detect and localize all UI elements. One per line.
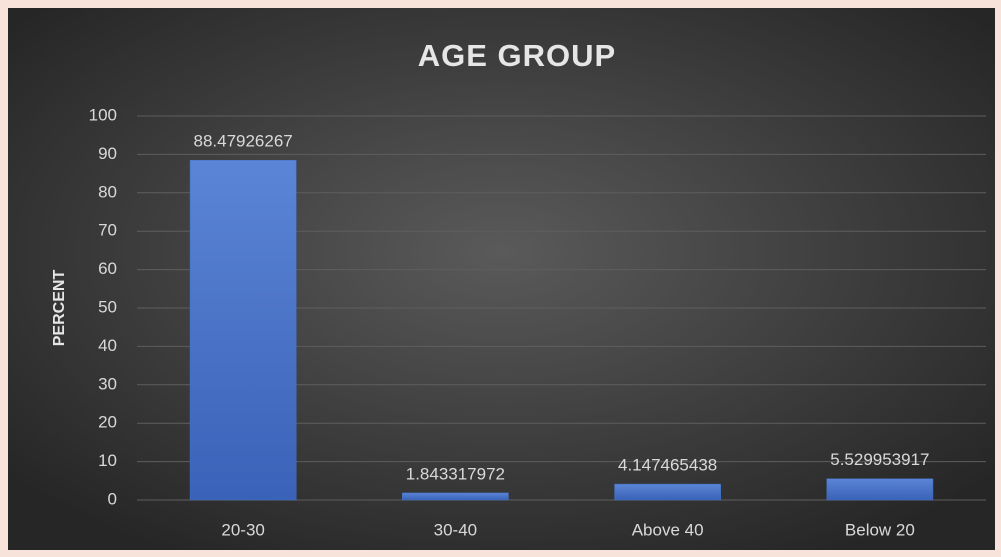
bar [402,492,509,501]
y-tick-label: 90 [98,144,117,163]
y-tick-label: 30 [98,374,117,393]
y-tick-label: 0 [108,489,117,508]
y-tick-label: 80 [98,182,117,201]
data-label: 88.47926267 [193,132,292,151]
x-tick-label: 30-40 [434,520,477,539]
chart-title: AGE GROUP [418,38,616,73]
bar [614,483,721,501]
bar [826,478,934,501]
x-tick-label: Below 20 [845,520,915,539]
y-tick-label: 50 [98,297,117,316]
x-tick-label: 20-30 [221,520,264,539]
data-label: 1.843317972 [406,464,505,483]
data-label: 5.529953917 [830,450,929,469]
y-tick-label: 40 [98,336,117,355]
y-tick-label: 100 [89,105,117,124]
y-tick-label: 10 [98,451,117,470]
chart-background [8,8,995,550]
data-label: 4.147465438 [618,456,717,475]
y-axis-label: PERCENT [51,270,68,347]
y-tick-label: 60 [98,259,117,278]
bar [189,159,297,501]
y-tick-label: 70 [98,221,117,240]
y-tick-label: 20 [98,413,117,432]
x-tick-label: Above 40 [632,520,704,539]
